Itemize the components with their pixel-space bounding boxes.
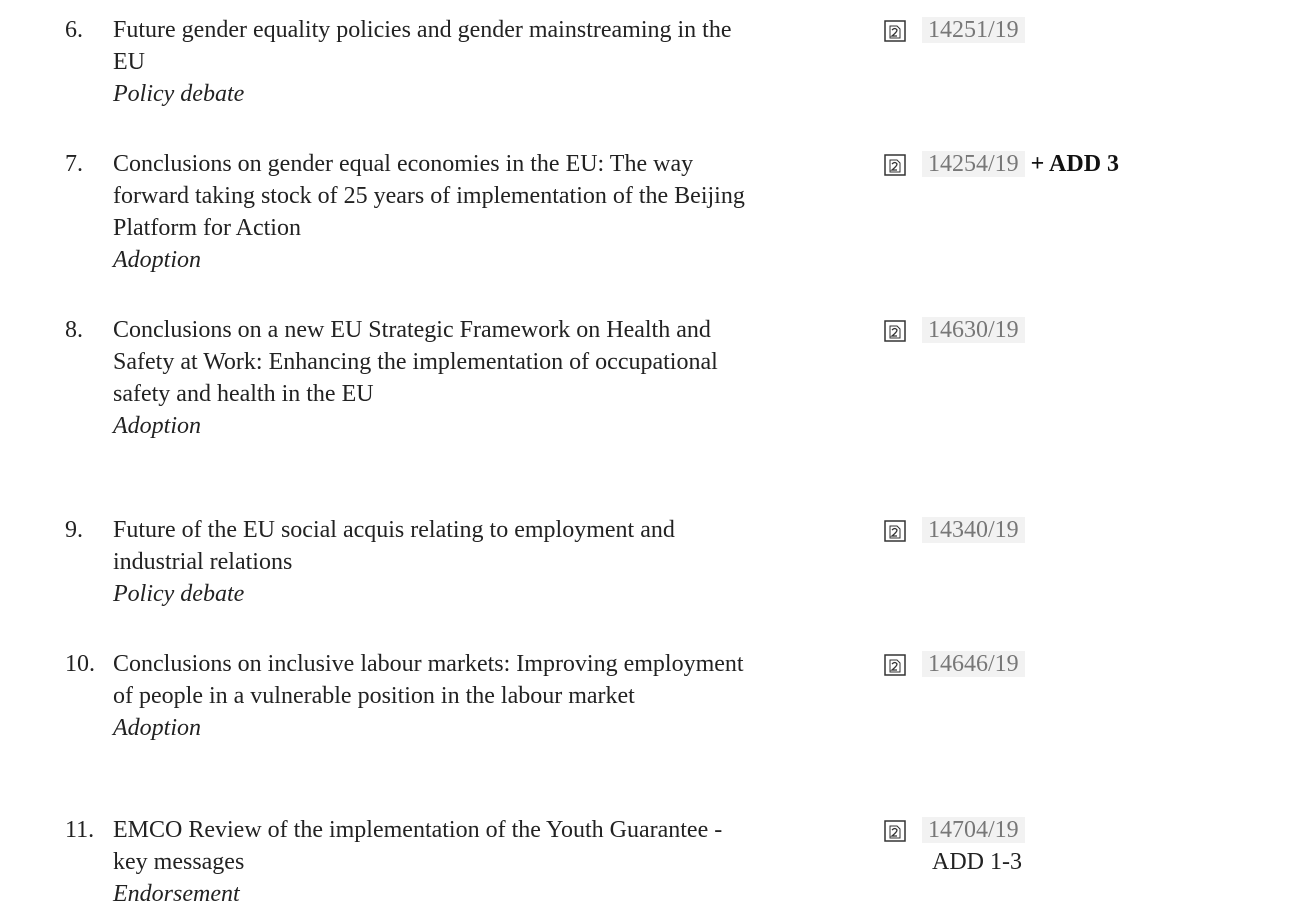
document-ref: 14254/19 + ADD 3 <box>922 148 1119 180</box>
item-number: 7. <box>65 151 83 177</box>
ref-number: 14646/19 <box>922 651 1025 677</box>
document-icon <box>884 20 906 42</box>
ref-number: 14251/19 <box>922 17 1025 43</box>
item-body: Conclusions on a new EU Strategic Framew… <box>113 314 873 442</box>
document-ref: 14646/19 <box>922 648 1025 680</box>
document-ref: 14630/19 <box>922 314 1025 346</box>
document-icon <box>884 320 906 342</box>
item-body: Conclusions on gender equal economies in… <box>113 148 873 276</box>
item-title-line: Conclusions on gender equal economies in… <box>113 151 694 177</box>
item-action: Endorsement <box>113 881 240 907</box>
ref-number: 14254/19 <box>922 151 1025 177</box>
item-title-line: safety and health in the EU <box>113 381 374 407</box>
ref-number: 14704/19 <box>922 817 1025 843</box>
item-title-line: Conclusions on inclusive labour markets:… <box>113 651 744 677</box>
item-title-line: Platform for Action <box>113 215 301 241</box>
document-ref: 14704/19 ADD 1-3 <box>922 814 1032 878</box>
item-title-line: Future of the EU social acquis relating … <box>113 517 675 543</box>
document-icon <box>884 820 906 842</box>
document-icon <box>884 520 906 542</box>
item-action: Policy debate <box>113 81 245 107</box>
item-action: Adoption <box>113 247 201 273</box>
item-number: 11. <box>65 817 95 843</box>
item-action: Policy debate <box>113 581 245 607</box>
item-title-line: forward taking stock of 25 years of impl… <box>113 183 745 209</box>
item-action: Adoption <box>113 715 201 741</box>
item-title-line: Future gender equality policies and gend… <box>113 17 732 43</box>
document-ref: 14251/19 <box>922 14 1025 46</box>
item-title-line: Conclusions on a new EU Strategic Framew… <box>113 317 711 343</box>
item-body: EMCO Review of the implementation of the… <box>113 814 873 910</box>
ref-number: 14340/19 <box>922 517 1025 543</box>
item-body: Conclusions on inclusive labour markets:… <box>113 648 873 744</box>
item-title-line: EMCO Review of the implementation of the… <box>113 817 723 843</box>
ref-number: 14630/19 <box>922 317 1025 343</box>
document-icon <box>884 654 906 676</box>
item-action: Adoption <box>113 413 201 439</box>
document-icon <box>884 154 906 176</box>
item-body: Future gender equality policies and gend… <box>113 14 873 110</box>
item-number: 10. <box>65 651 95 677</box>
document-ref: 14340/19 <box>922 514 1025 546</box>
addendum: + ADD 3 <box>1030 151 1120 177</box>
item-title-line: of people in a vulnerable position in th… <box>113 683 635 709</box>
item-number: 9. <box>65 517 83 543</box>
item-number: 8. <box>65 317 83 343</box>
item-body: Future of the EU social acquis relating … <box>113 514 873 610</box>
addendum: ADD 1-3 <box>932 849 1022 875</box>
item-title-line: key messages <box>113 849 245 875</box>
item-title-line: Safety at Work: Enhancing the implementa… <box>113 349 718 375</box>
item-number: 6. <box>65 17 83 43</box>
item-title-line: industrial relations <box>113 549 293 575</box>
item-title-line: EU <box>113 49 145 75</box>
